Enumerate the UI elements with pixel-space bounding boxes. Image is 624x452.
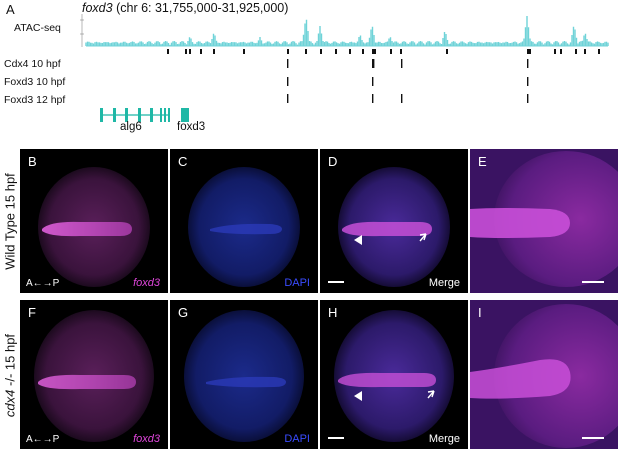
panel-c: C DAPI: [170, 149, 318, 293]
cdx4-peak-tick: [287, 59, 289, 68]
row-label-cdx4: cdx4 -/- 15 hpf: [3, 321, 18, 431]
track-label-cdx4: Cdx4 10 hpf: [4, 58, 61, 70]
atac-peak-tick: [372, 49, 374, 54]
axis-label-b: A←→P: [26, 278, 60, 289]
row-label-wild-type: Wild Type 15 hpf: [2, 173, 18, 270]
foxd3-12-peak-tick: [401, 94, 403, 103]
cdx4-peak-tick: [373, 59, 375, 68]
panel-letter-f: F: [28, 305, 36, 320]
row-label-cdx4-gene: cdx4: [2, 389, 18, 418]
row-label-cdx4-rest: -/- 15 hpf: [2, 333, 18, 390]
panel-letter-e: E: [478, 154, 487, 169]
atac-peak-tick: [287, 49, 289, 54]
panel-e-image: [470, 149, 618, 293]
panel-g: G DAPI: [170, 300, 318, 449]
cdx4-peak-tick: [372, 59, 374, 68]
atac-peak-tick: [305, 49, 307, 54]
stain-label-f: foxd3: [133, 433, 160, 445]
arrowhead-marker-h: [354, 391, 362, 401]
panel-b-image: [38, 167, 150, 287]
atac-peak-ticks: [167, 49, 600, 54]
scalebar-d: [328, 281, 344, 283]
scalebar-e: [582, 281, 604, 283]
atac-peak-tick: [335, 49, 337, 54]
atac-peak-tick: [554, 49, 556, 54]
axis-label-f: A←→P: [26, 434, 60, 445]
gene-label-alg6: alg6: [120, 121, 142, 133]
panel-d: D Merge: [320, 149, 468, 293]
panel-e: E: [470, 149, 618, 293]
foxd3-10-peak-ticks: [287, 77, 529, 86]
atac-peak-tick: [584, 49, 586, 54]
scalebar-i: [582, 437, 604, 439]
foxd3-12-peak-tick: [287, 94, 289, 103]
foxd3-12-peak-tick: [372, 94, 374, 103]
title-coords: (chr 6: 31,755,000-31,925,000): [116, 1, 289, 15]
atac-peak-tick: [243, 49, 245, 54]
atac-peak-tick: [185, 49, 187, 54]
panel-i-image: [470, 300, 618, 449]
panel-h-image: [334, 310, 454, 442]
atac-peak-tick: [527, 49, 529, 54]
panel-h: H Merge: [320, 300, 468, 449]
foxd3-12-peak-ticks: [287, 94, 529, 103]
panel-letter-b: B: [28, 154, 37, 169]
atac-peak-tick: [400, 49, 402, 54]
atac-peak-tick: [349, 49, 351, 54]
title-gene: foxd3: [82, 1, 113, 15]
foxd3-10-peak-tick: [527, 77, 529, 86]
panel-a-title: foxd3 (chr 6: 31,755,000-31,925,000): [82, 1, 288, 15]
arrow-marker-d: [419, 233, 427, 242]
stain-label-g: DAPI: [284, 433, 310, 445]
genome-browser-tracks: [80, 14, 609, 122]
stain-label-c: DAPI: [284, 277, 310, 289]
panel-f: F A←→P foxd3: [20, 300, 168, 449]
gene-label-foxd3: foxd3: [177, 121, 206, 133]
panel-letter-g: G: [178, 305, 189, 320]
atac-peak-tick: [320, 49, 322, 54]
merge-label-h: Merge: [428, 433, 460, 445]
gene-model-foxd3: [181, 108, 189, 122]
atac-peak-tick: [189, 49, 191, 54]
atac-peak-tick: [598, 49, 600, 54]
panel-letter-a: A: [6, 2, 15, 17]
atac-peak-tick: [390, 49, 392, 54]
atac-peak-tick: [200, 49, 202, 54]
panel-g-image: [184, 310, 304, 442]
scalebar-h: [328, 437, 344, 439]
track-label-foxd3-12: Foxd3 12 hpf: [4, 94, 66, 106]
track-label-foxd3-10: Foxd3 10 hpf: [4, 76, 66, 88]
atac-peak-tick: [560, 49, 562, 54]
cdx4-peak-tick: [401, 59, 403, 68]
atac-peak-tick: [575, 49, 577, 54]
atac-peak-tick: [362, 49, 364, 54]
atac-peak-tick: [167, 49, 169, 54]
merge-label-d: Merge: [428, 277, 460, 289]
foxd3-10-peak-tick: [287, 77, 289, 86]
panel-d-image: [338, 167, 450, 287]
cdx4-peak-tick: [527, 59, 529, 68]
atac-peak-tick: [213, 49, 215, 54]
foxd3-12-peak-tick: [527, 94, 529, 103]
arrowhead-marker-d: [354, 235, 362, 245]
panel-letter-d: D: [328, 154, 338, 169]
panel-i: I: [470, 300, 618, 449]
panel-letter-i: I: [478, 305, 482, 320]
gene-model-alg6: [100, 108, 170, 122]
atac-peak-tick: [446, 49, 448, 54]
atac-seq-signal: [85, 16, 609, 47]
atac-peak-tick: [374, 49, 376, 54]
panel-c-image: [188, 167, 300, 287]
atac-peak-tick: [529, 49, 531, 54]
arrow-marker-h: [427, 390, 435, 399]
panel-letter-h: H: [328, 305, 338, 320]
panel-letter-c: C: [178, 154, 188, 169]
panel-b: B A←→P foxd3: [20, 149, 168, 293]
stain-label-b: foxd3: [133, 277, 160, 289]
foxd3-10-peak-tick: [372, 77, 374, 86]
track-label-atac: ATAC-seq: [14, 22, 61, 34]
cdx4-peak-ticks: [287, 59, 529, 68]
panel-f-image: [34, 310, 154, 442]
